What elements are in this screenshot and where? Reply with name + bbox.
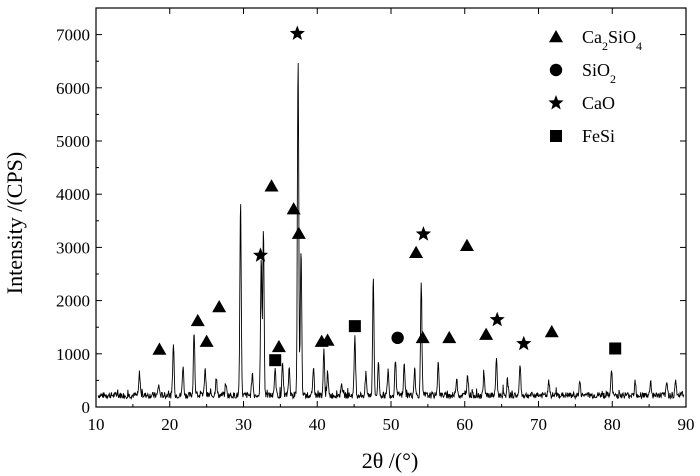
marker-fesi	[269, 354, 282, 367]
y-tick-label: 1000	[56, 345, 90, 364]
marker-ca2sio4	[291, 226, 306, 239]
x-tick-label: 70	[530, 415, 547, 434]
marker-ca2sio4	[442, 330, 457, 344]
xrd-line	[97, 62, 685, 401]
x-tick-label: 10	[88, 415, 105, 434]
x-axis-label: 2θ /(°)	[362, 448, 419, 473]
axes: 10 20 30 40 50 60 70 80 90 0 1000 2000 3000 4000 5000 6…	[56, 7, 695, 434]
marker-ca2sio4	[409, 245, 424, 258]
y-tick-label: 0	[82, 398, 91, 417]
marker-ca2sio4	[264, 179, 279, 192]
xrd-pattern	[97, 62, 685, 401]
y-tick-label: 4000	[56, 185, 90, 204]
legend: Ca2SiO4 SiO2 CaO FeSi	[548, 27, 642, 146]
marker-ca2sio4	[199, 334, 214, 347]
legend-symbol-triangle	[549, 30, 563, 43]
marker-ca2sio4	[271, 339, 286, 353]
marker-ca2sio4	[286, 202, 301, 215]
x-tick-label: 40	[309, 415, 326, 434]
marker-cao	[289, 25, 305, 40]
marker-ca2sio4	[190, 313, 205, 327]
marker-cao	[489, 311, 505, 327]
y-axis-label: Intensity /(CPS)	[2, 152, 27, 294]
legend-label: SiO2	[582, 60, 616, 86]
marker-ca2sio4	[459, 238, 474, 252]
marker-cao	[516, 335, 532, 351]
marker-cao	[252, 247, 269, 262]
phase-markers	[152, 25, 622, 367]
x-tick-label: 50	[383, 415, 400, 434]
x-tick-label: 20	[161, 415, 178, 434]
x-tick-label: 30	[235, 415, 252, 434]
legend-symbol-circle	[549, 63, 563, 77]
marker-ca2sio4	[320, 333, 335, 346]
marker-ca2sio4	[152, 342, 167, 355]
marker-sio2	[391, 331, 404, 345]
legend-label: Ca2SiO4	[582, 27, 642, 53]
legend-label: FeSi	[582, 126, 615, 146]
y-tick-label: 7000	[56, 26, 90, 45]
marker-ca2sio4	[544, 324, 559, 338]
marker-ca2sio4	[479, 327, 494, 340]
y-tick-label: 6000	[56, 79, 90, 98]
legend-symbol-square	[550, 130, 562, 142]
marker-fesi	[348, 320, 361, 333]
y-tick-label: 2000	[56, 292, 90, 311]
y-tick-label: 3000	[56, 238, 90, 257]
x-tick-label: 80	[604, 415, 621, 434]
marker-ca2sio4	[415, 330, 430, 344]
marker-fesi	[609, 342, 622, 355]
legend-label: CaO	[582, 93, 615, 113]
legend-symbol-star	[548, 95, 564, 110]
x-tick-label: 60	[456, 415, 473, 434]
marker-cao	[415, 226, 432, 241]
y-tick-label: 5000	[56, 132, 90, 151]
x-tick-label: 90	[678, 415, 695, 434]
marker-ca2sio4	[212, 299, 227, 313]
